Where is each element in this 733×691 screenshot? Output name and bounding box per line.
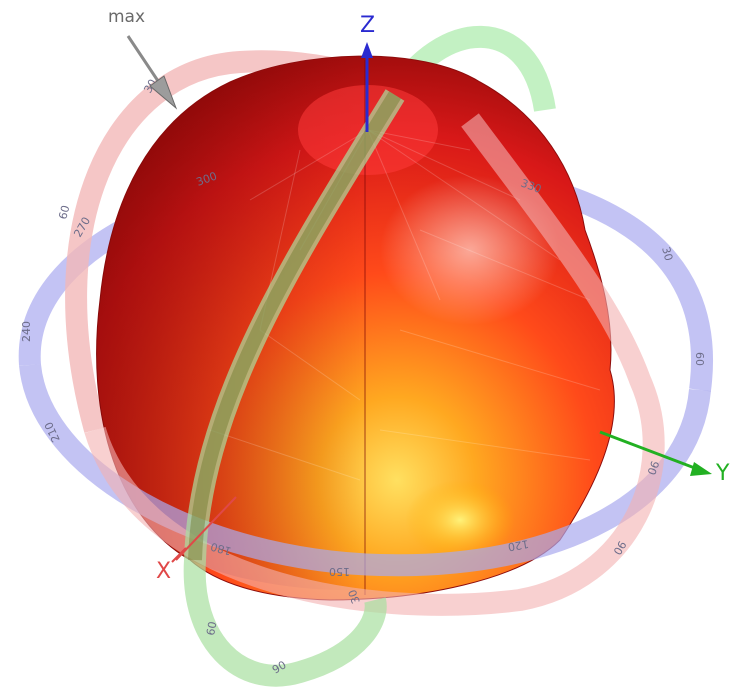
elevation-ring-green-front [183,89,405,687]
axis-z-arrowhead [361,42,373,58]
axis-z: Z [360,13,375,132]
axis-y-arrowhead [690,462,712,476]
ring-tick-blue: 120 [507,537,530,553]
axis-z-label: Z [360,13,375,38]
axis-x: X [156,496,237,584]
lobe-left-shadow [96,58,366,591]
ring-tick-green: 30 [346,588,363,606]
max-marker: max [108,7,178,110]
axis-y-line [599,430,701,472]
ring-tick-blue: 90 [644,459,661,477]
axis-y: Y [599,430,730,486]
ring-ticks: 30 60 90 120 150 180 210 240 270 300 330… [20,77,706,677]
axis-x-line [175,496,237,561]
ring-front-layer [19,89,711,687]
ring-tick-green: 60 [204,620,219,636]
lobe-hotspot [405,480,515,560]
max-label: max [108,7,145,27]
ring-tick-blue: 240 [20,321,33,342]
elevation-ring-green-overlay [188,91,401,561]
elevation-ring-red-front [84,113,665,616]
max-pointer-head [149,75,178,110]
ring-tick-blue: 30 [659,245,675,262]
ring-tick-blue: 180 [209,540,233,558]
ring-tick-green: 90 [270,658,289,676]
lobe-sheen [380,175,560,325]
ring-tick-blue: 150 [329,565,350,578]
ring-tick-blue: 60 [693,352,706,366]
ring-tick-red: 90 [610,539,628,558]
radiation-lobe [96,55,615,601]
axis-x-arrow-stroke [171,547,187,563]
axis-x-label: X [156,559,171,584]
ring-tick-red: 60 [56,204,72,221]
axis-y-label: Y [715,461,730,486]
